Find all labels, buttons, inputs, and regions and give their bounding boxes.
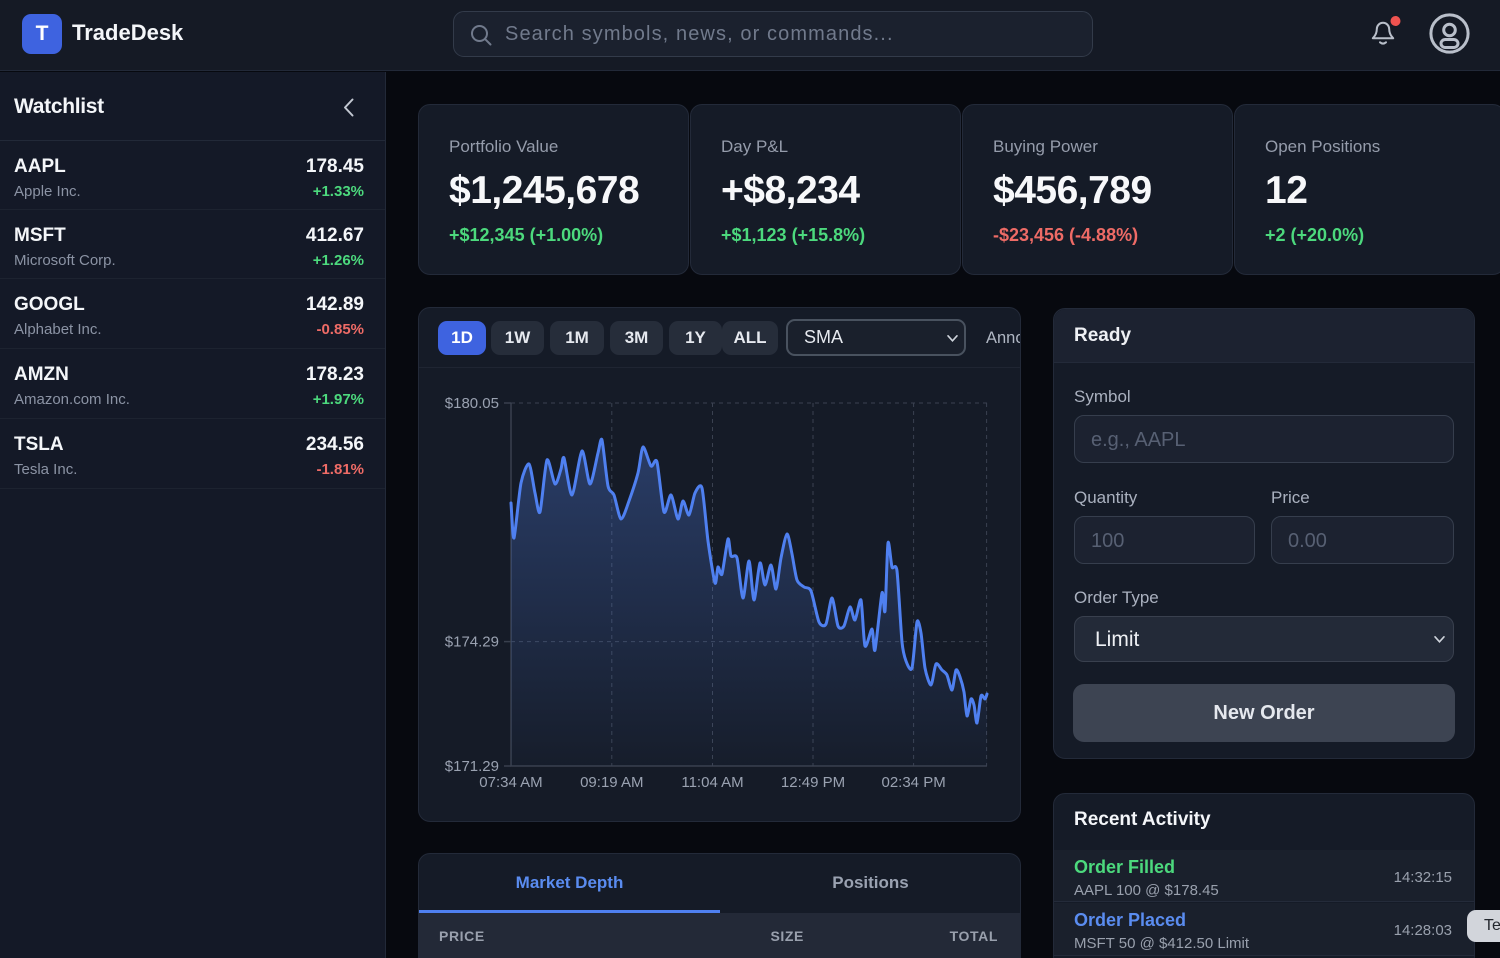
svg-text:11:04 AM: 11:04 AM [681, 774, 743, 791]
svg-text:12:49 PM: 12:49 PM [781, 774, 845, 791]
svg-text:$171.29: $171.29 [445, 758, 499, 775]
svg-text:07:34 AM: 07:34 AM [479, 774, 542, 791]
svg-text:09:19 AM: 09:19 AM [580, 774, 643, 791]
svg-text:02:34 PM: 02:34 PM [881, 774, 945, 791]
svg-text:$180.05: $180.05 [445, 395, 499, 412]
svg-text:$174.29: $174.29 [445, 634, 499, 651]
